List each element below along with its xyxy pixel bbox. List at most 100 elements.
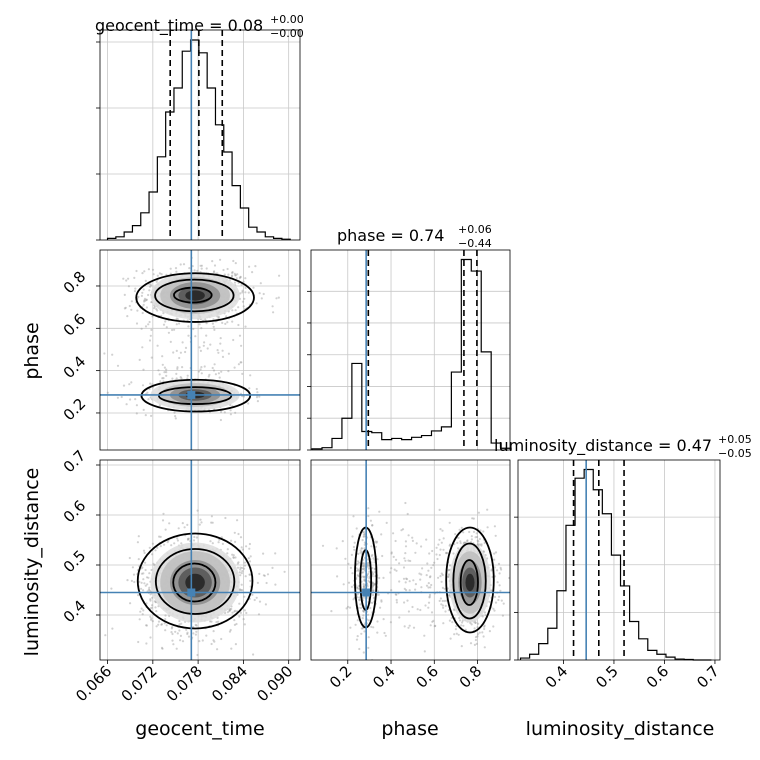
geocent-time-phase-scatter-point — [243, 297, 246, 300]
phase-luminosity-distance-scatter-point — [362, 535, 365, 538]
phase-luminosity-distance-scatter-point — [405, 577, 408, 580]
phase-luminosity-distance-scatter-point — [483, 541, 486, 545]
geocent-time-luminosity-distance-scatter-point — [232, 556, 235, 560]
phase-luminosity-distance-scatter-point — [355, 527, 358, 530]
phase-luminosity-distance-scatter-point — [433, 561, 436, 564]
geocent-time-phase-scatter-point — [231, 271, 234, 274]
geocent-time-phase-scatter-point — [175, 323, 178, 326]
phase-luminosity-distance-scatter-point — [415, 542, 418, 545]
geocent-time-phase-scatter-point — [141, 346, 144, 349]
geocent-time-phase-scatter-point — [162, 323, 166, 326]
geocent-time-luminosity-distance-scatter-point — [194, 633, 197, 636]
geocent-time-luminosity-distance-scatter-point — [145, 624, 148, 627]
phase-luminosity-distance-scatter-point — [356, 586, 359, 589]
phase-luminosity-distance-scatter-point — [478, 543, 481, 546]
geocent-time-phase-scatter-point — [177, 318, 180, 321]
phase-luminosity-distance-scatter-point — [418, 572, 421, 575]
geocent-time-phase-scatter-point — [249, 374, 252, 377]
geocent-time-luminosity-distance-scatter-point — [178, 629, 181, 632]
geocent-time-luminosity-distance-scatter-point — [177, 527, 180, 530]
geocent-time-luminosity-distance-scatter-point — [161, 519, 165, 522]
geocent-time-luminosity-distance-scatter-point — [140, 572, 144, 575]
geocent-time-phase-scatter-point — [218, 376, 221, 379]
geocent-time-luminosity-distance-scatter-point — [226, 611, 229, 614]
geocent-time-phase-scatter-point — [230, 275, 233, 278]
geocent-time-luminosity-distance-scatter-point — [130, 579, 133, 583]
phase-luminosity-distance-scatter-point — [362, 533, 366, 536]
phase-luminosity-distance-scatter-point — [360, 627, 363, 630]
phase-luminosity-distance-scatter-point — [444, 604, 447, 608]
geocent-time-luminosity-distance-scatter-point — [248, 547, 251, 550]
geocent-time-phase-scatter-point — [145, 298, 148, 301]
geocent-time-phase-scatter-point — [135, 269, 138, 273]
geocent-time-phase-scatter-point — [160, 273, 163, 276]
phase-luminosity-distance-scatter-point — [378, 510, 381, 513]
geocent-time-phase-scatter-point — [150, 414, 153, 417]
geocent-time-luminosity-distance-scatter-point — [194, 623, 197, 627]
geocent-time-luminosity-distance-scatter-point — [212, 639, 215, 642]
geocent-time-luminosity-distance-scatter-point — [237, 532, 240, 536]
geocent-time-phase-scatter-point — [169, 272, 172, 275]
geocent-time-luminosity-distance-scatter-point — [239, 568, 242, 571]
geocent-time-luminosity-distance-scatter-point — [205, 634, 208, 637]
geocent-time-luminosity-distance-ytick-label-2: 0.6 — [60, 497, 90, 527]
geocent-time-phase-scatter-point — [239, 275, 242, 278]
geocent-time-phase-scatter-point — [149, 283, 152, 286]
geocent-time-luminosity-distance-scatter-point — [164, 629, 167, 632]
phase-luminosity-distance-scatter-point — [447, 573, 451, 576]
geocent-time-luminosity-distance-scatter-point — [274, 552, 277, 555]
phase-luminosity-distance-scatter-point — [420, 545, 423, 548]
phase-luminosity-distance-scatter-point — [412, 626, 416, 629]
geocent-time-luminosity-distance-scatter-point — [192, 539, 196, 542]
geocent-time-luminosity-distance-scatter-point — [156, 546, 159, 549]
phase-luminosity-distance-xtick-label-1: 0.4 — [369, 662, 399, 692]
phase-luminosity-distance-scatter-point — [389, 571, 392, 574]
geocent-time-phase-scatter-point — [203, 365, 206, 368]
geocent-time-phase-plot-area — [100, 250, 300, 450]
phase-luminosity-distance-scatter-point — [466, 540, 469, 543]
geocent-time-phase-scatter-point — [144, 279, 147, 282]
geocent-time-luminosity-distance-scatter-point — [140, 607, 143, 610]
phase-luminosity-distance-scatter-point — [360, 547, 363, 550]
geocent-time-phase-scatter-point — [142, 288, 145, 291]
geocent-time-phase-scatter-point — [205, 322, 208, 325]
geocent-time-luminosity-distance-scatter-point — [211, 521, 214, 524]
phase-luminosity-distance-scatter-point — [363, 547, 366, 550]
geocent-time-phase-scatter-point — [221, 355, 225, 358]
phase-luminosity-distance-scatter-point — [376, 631, 379, 634]
geocent-time-phase-scatter-point — [219, 337, 222, 340]
geocent-time-luminosity-distance-scatter-point — [211, 542, 214, 545]
phase-luminosity-distance-scatter-point — [366, 585, 369, 588]
phase-luminosity-distance-scatter-point — [436, 557, 439, 561]
geocent-time-phase-scatter-point — [160, 314, 163, 317]
phase-luminosity-distance-scatter-point — [344, 557, 347, 560]
phase-luminosity-distance-scatter-point — [481, 615, 484, 618]
geocent-time-luminosity-distance-scatter-point — [249, 579, 252, 583]
phase-luminosity-distance-scatter-point — [493, 595, 497, 599]
geocent-time-phase-scatter-point — [244, 325, 247, 328]
geocent-time-phase-scatter-point — [217, 351, 220, 354]
geocent-time-phase-scatter-point — [184, 350, 187, 354]
phase-luminosity-distance-scatter-point — [363, 578, 366, 581]
geocent-time-luminosity-distance-scatter-point — [139, 610, 142, 613]
phase-luminosity-distance-scatter-point — [445, 552, 448, 555]
geocent-time-luminosity-distance-scatter-point — [140, 587, 143, 590]
phase-luminosity-distance-scatter-point — [464, 541, 467, 544]
geocent-time-luminosity-distance-scatter-point — [137, 558, 140, 561]
phase-luminosity-distance-scatter-point — [448, 594, 451, 597]
geocent-time-phase-scatter-point — [130, 300, 133, 303]
geocent-time-luminosity-distance-scatter-point — [171, 632, 174, 636]
phase-luminosity-distance-scatter-point — [398, 580, 401, 583]
phase-luminosity-distance-scatter-point — [477, 511, 480, 514]
geocent-time-luminosity-distance-scatter-point — [145, 642, 148, 645]
phase-luminosity-distance-scatter-point — [426, 562, 429, 565]
phase-luminosity-distance-scatter-point — [447, 569, 450, 572]
geocent-time-phase-scatter-point — [241, 289, 244, 292]
geocent-time-luminosity-distance-scatter-point — [192, 632, 195, 635]
geocent-time-phase-scatter-point — [206, 347, 209, 350]
ylabel-phase: phase — [21, 322, 43, 379]
phase-luminosity-distance-scatter-point — [412, 579, 415, 582]
geocent-time-phase-scatter-point — [239, 292, 242, 295]
geocent-time-phase-scatter-point — [271, 305, 274, 308]
phase-luminosity-distance-scatter-point — [478, 631, 481, 634]
